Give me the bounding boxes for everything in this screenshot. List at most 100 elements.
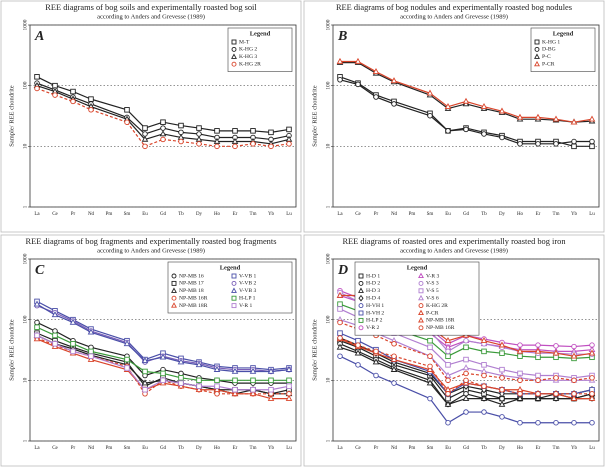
x-tick-label: Er [536, 446, 541, 451]
marker-square [160, 377, 166, 384]
marker-triangle [141, 135, 149, 142]
marker-square [70, 348, 76, 355]
x-tick-label: Ce [52, 446, 58, 451]
marker-triangle [358, 287, 364, 293]
series-line [36, 82, 56, 91]
marker-square [124, 365, 130, 371]
panel-label: B [337, 29, 347, 44]
marker-square [52, 341, 58, 347]
series-line [465, 346, 485, 352]
legend-label: M-T [239, 39, 250, 45]
x-tick-label: La [337, 212, 343, 217]
panel-frame [0, 0, 302, 233]
series-line [72, 343, 92, 352]
marker-triangle [123, 340, 131, 347]
series-line [429, 355, 449, 381]
legend-label: H-VH 2 [366, 310, 384, 316]
marker-triangle [552, 349, 560, 356]
marker-triangle [390, 77, 398, 84]
marker-square [463, 344, 469, 351]
marker-circle [231, 61, 237, 67]
marker-square [160, 370, 166, 377]
series-line [162, 133, 182, 139]
x-tick-label: Sm [427, 212, 434, 217]
x-tick-label: Pm [409, 212, 416, 217]
marker-triangle [213, 365, 221, 372]
series-line [501, 352, 521, 357]
y-tick-label: 1 [325, 205, 331, 208]
marker-square [70, 341, 76, 347]
marker-square [178, 380, 184, 386]
marker-triangle [444, 371, 452, 378]
series-line [180, 382, 200, 387]
marker-square [427, 344, 433, 351]
series-line [465, 385, 485, 391]
marker-circle [535, 377, 541, 384]
series-line [144, 379, 164, 391]
marker-circle [571, 377, 577, 384]
marker-circle [52, 92, 58, 98]
legend-label: NP-MB 18 [179, 288, 204, 294]
series-line [393, 382, 431, 400]
series-line [144, 352, 164, 361]
marker-circle [373, 94, 379, 100]
series-line [429, 371, 449, 395]
series-line [126, 359, 146, 372]
series-line [483, 393, 503, 400]
series-line [198, 364, 218, 371]
series-line [144, 133, 164, 140]
marker-circle [481, 131, 487, 137]
marker-square [196, 377, 202, 384]
marker-triangle [480, 103, 488, 109]
marker-square [337, 330, 343, 336]
marker-square [250, 377, 256, 384]
series-line [501, 344, 521, 352]
series-line [72, 346, 92, 354]
series-line [447, 334, 467, 342]
series-line [198, 133, 218, 139]
series-line [537, 377, 557, 381]
marker-triangle [159, 130, 167, 137]
series-line [180, 124, 200, 129]
marker-triangle [372, 358, 380, 365]
marker-triangle [534, 53, 540, 59]
legend-box [167, 261, 293, 314]
marker-circle [160, 125, 166, 131]
marker-square [231, 295, 237, 301]
y-tick-label: 1000 [22, 19, 28, 30]
series-line [501, 369, 521, 375]
legend-label: V-VB 3 [239, 288, 257, 294]
series-line [252, 389, 272, 395]
series-line [573, 352, 593, 357]
series-line [339, 338, 359, 348]
x-tick-label: Tb [178, 446, 184, 451]
legend-label: V-VB 2 [239, 281, 257, 287]
marker-circle [445, 419, 451, 426]
marker-triangle [418, 272, 424, 279]
series-line [36, 321, 56, 332]
series-line [573, 389, 593, 395]
series-line [180, 357, 200, 363]
marker-triangle [354, 57, 362, 64]
legend-label: P-CR [542, 61, 555, 67]
y-tick-label: 1000 [325, 253, 331, 264]
marker-square [178, 375, 184, 381]
series-line [270, 369, 290, 373]
series-line [483, 131, 503, 137]
series-line [36, 332, 56, 342]
marker-circle [589, 419, 595, 426]
x-tick-label: Ho [517, 446, 524, 451]
series-line [54, 89, 74, 98]
x-tick-label: Er [233, 446, 238, 451]
x-tick-label: Pm [106, 212, 113, 217]
marker-circle [391, 353, 397, 359]
x-tick-label: Tb [481, 446, 487, 451]
series-line [375, 72, 395, 83]
series-line [72, 96, 92, 105]
marker-square [286, 126, 292, 133]
series-line [144, 121, 164, 129]
x-tick-label: Dy [196, 446, 203, 451]
marker-triangle [141, 357, 149, 364]
series-line [36, 76, 56, 87]
series-line [465, 372, 485, 377]
